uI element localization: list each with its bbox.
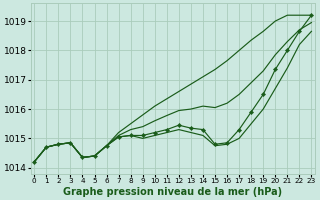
X-axis label: Graphe pression niveau de la mer (hPa): Graphe pression niveau de la mer (hPa)	[63, 187, 283, 197]
